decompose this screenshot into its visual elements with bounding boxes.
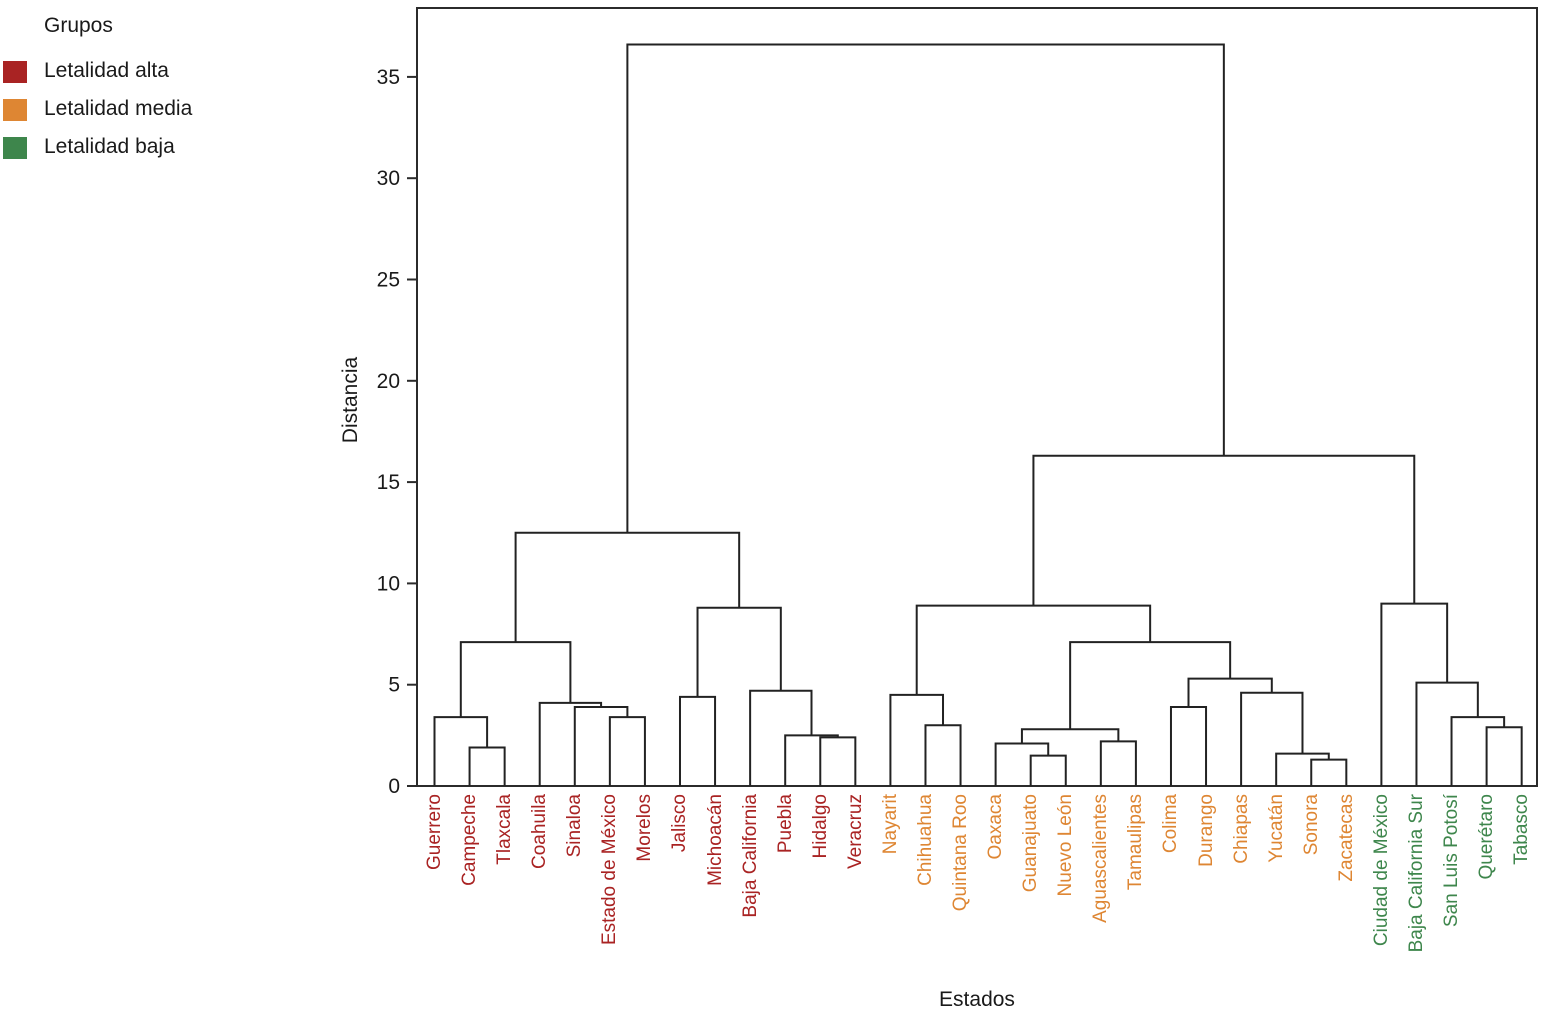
leaf-label: Zacatecas	[1335, 794, 1357, 882]
leaf-label: Aguascalientes	[1090, 794, 1112, 923]
dendrogram-link	[1275, 752, 1330, 786]
leaf-label: Puebla	[774, 794, 796, 854]
leaf-label: Tamaulipas	[1125, 794, 1147, 891]
dendrogram-link	[784, 734, 839, 786]
leaf-label: Chihuahua	[914, 794, 936, 886]
dendrogram-link	[1029, 754, 1067, 786]
dendrogram-link	[1032, 454, 1416, 606]
leaf-label: Chiapas	[1230, 794, 1252, 864]
dendrogram-link	[819, 736, 857, 786]
dendrogram-link	[1310, 758, 1348, 786]
dendrogram-link	[459, 641, 572, 718]
leaf-label: Tabasco	[1511, 794, 1533, 865]
leaf-label: Guanajuato	[1020, 794, 1042, 893]
leaf-label: Oaxaca	[985, 794, 1007, 860]
leaf-label: Guerrero	[424, 794, 445, 871]
dendrogram-link	[1169, 705, 1208, 786]
leaf-label: Hidalgo	[809, 794, 831, 859]
dendrogram-link	[608, 716, 646, 786]
leaf-label: Coahuila	[529, 794, 551, 869]
legend-label-media: Letalidad media	[44, 97, 193, 120]
dendrogram-link	[1240, 691, 1304, 786]
leaf-label: Michoacán	[704, 794, 726, 886]
legend-swatch-alta	[3, 61, 27, 83]
leaf-label: Estado de México	[599, 794, 621, 946]
leaf-label: Baja California	[739, 794, 761, 918]
leaf-label: Durango	[1195, 794, 1217, 867]
dendrogram-link	[915, 604, 1152, 695]
leaf-label: Sinaloa	[564, 794, 586, 858]
y-axis-tick-label: 25	[377, 269, 400, 292]
y-axis-tick-label: 20	[377, 370, 400, 393]
leaf-label: Nuevo León	[1055, 794, 1077, 897]
leaf-label: Colima	[1160, 794, 1182, 854]
leaf-label: Sonora	[1300, 794, 1322, 856]
y-axis-tick-label: 5	[388, 674, 400, 697]
y-axis-tick-label: 0	[388, 775, 400, 798]
dendrogram-link	[1099, 740, 1137, 786]
x-axis-title: Estados	[939, 988, 1015, 1011]
leaf-label: Nayarit	[879, 794, 901, 855]
dendrogram-link	[626, 43, 1225, 533]
legend-label-baja: Letalidad baja	[44, 135, 175, 158]
leaf-label: Yucatán	[1265, 794, 1287, 863]
dendrogram-link	[514, 531, 741, 643]
dendrogram-link	[994, 742, 1050, 786]
leaf-label: Ciudad de México	[1370, 794, 1392, 947]
dendrogram-link	[468, 746, 506, 786]
dendrogram-link	[1485, 726, 1523, 786]
leaf-label: Tlaxcala	[494, 794, 516, 865]
dendrogram-link	[696, 606, 782, 697]
leaf-label: Quintana Roo	[950, 794, 972, 912]
dendrogram-link	[889, 693, 945, 786]
leaf-label: Querétaro	[1476, 794, 1498, 880]
leaf-label: Veracruz	[844, 794, 866, 869]
dendrogram-link	[1380, 602, 1449, 786]
dendrogram-link	[1415, 681, 1479, 786]
leaf-label: Jalisco	[669, 794, 691, 853]
leaf-label: Campeche	[459, 794, 481, 886]
y-axis-title: Distancia	[339, 356, 362, 444]
leaf-label: Morelos	[634, 794, 656, 862]
dendrogram-link	[433, 716, 489, 786]
dendrogram-link	[573, 705, 629, 786]
leaf-label: San Luis Potosí	[1441, 794, 1463, 928]
y-axis-tick-label: 30	[377, 167, 400, 190]
dendrogram-link	[924, 724, 962, 786]
legend-title: Grupos	[44, 14, 113, 37]
legend-swatch-media	[3, 99, 27, 121]
dendrogram-link	[538, 701, 603, 786]
dendrogram-links	[433, 43, 1523, 786]
plot-border	[416, 7, 1538, 787]
y-axis-tick-label: 35	[377, 66, 400, 89]
y-axis-tick-label: 10	[377, 572, 400, 595]
dendrogram-link	[749, 689, 813, 786]
legend-swatch-baja	[3, 137, 27, 159]
leaf-label: Baja California Sur	[1405, 794, 1427, 953]
y-axis-tick-label: 15	[377, 471, 400, 494]
dendrogram-link	[678, 695, 717, 786]
legend-label-alta: Letalidad alta	[44, 59, 169, 82]
